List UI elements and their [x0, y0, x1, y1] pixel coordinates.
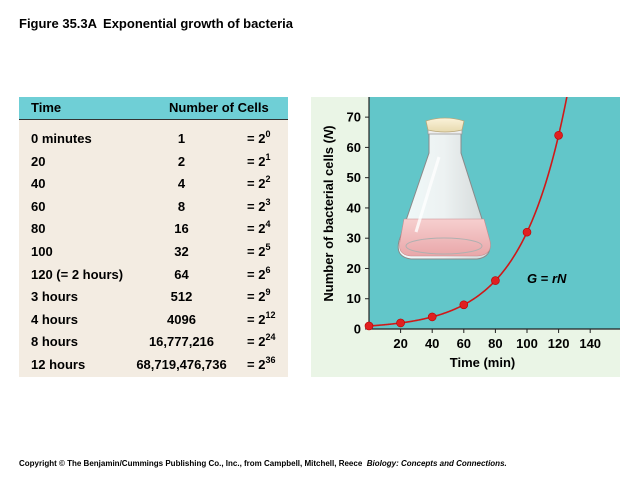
table-row: 20 2 = 21 — [19, 151, 288, 176]
data-point — [554, 130, 563, 140]
y-tick-label: 50 — [347, 170, 361, 185]
cell-count: 4 — [177, 176, 186, 192]
cell-count: 2 — [177, 153, 186, 169]
cell-time: 4 hours — [31, 311, 78, 327]
data-point — [396, 318, 405, 328]
table-row: 4 hours 4096 = 212 — [19, 309, 288, 334]
cell-power: = 25 — [247, 242, 271, 260]
cell-count: 512 — [170, 289, 193, 305]
y-tick-label: 70 — [347, 110, 361, 125]
table-row: 60 8 = 23 — [19, 196, 288, 221]
cell-count: 64 — [174, 266, 189, 282]
cell-power: = 20 — [247, 129, 271, 147]
table-header: Time Number of Cells — [19, 97, 288, 119]
cell-time: 8 hours — [31, 334, 78, 350]
table-row: 8 hours 16,777,216 = 224 — [19, 332, 288, 356]
figure-title: Figure 35.3A Exponential growth of bacter… — [19, 16, 293, 31]
cell-time: 40 — [31, 176, 46, 192]
plot-area — [369, 97, 620, 329]
table-row: 100 32 = 25 — [19, 242, 288, 266]
growth-equation: G = rN — [527, 271, 567, 286]
growth-table: Time Number of Cells 0 minutes 1 = 20 20 2 = … — [19, 97, 288, 377]
data-point — [364, 321, 374, 331]
cell-time: 120 (= 2 hours) — [31, 266, 124, 282]
table-row: 120 (= 2 hours) 64 = 26 — [19, 264, 288, 289]
data-point — [491, 276, 500, 285]
cell-time: 100 — [31, 244, 53, 259]
y-tick-label: 60 — [347, 140, 361, 155]
y-tick-label: 10 — [347, 291, 361, 306]
axes — [368, 97, 620, 330]
y-tick-label: 0 — [354, 322, 361, 337]
cell-count: 68,719,476,736 — [136, 357, 227, 372]
tick-labels: 0 10 20 30 40 50 60 70 20 40 60 80 100 120 140 — [347, 110, 602, 351]
cell-power: = 236 — [247, 355, 276, 373]
data-points — [364, 130, 563, 331]
table-row: 80 16 = 24 — [19, 219, 288, 243]
table-row: 3 hours 512 = 29 — [19, 287, 288, 311]
cell-count: 8 — [177, 198, 186, 214]
x-tick-label: 60 — [457, 336, 471, 351]
cell-power: = 23 — [247, 196, 271, 214]
x-tick-label: 20 — [393, 336, 407, 351]
cell-time: 80 — [31, 221, 46, 237]
cell-count: 16,777,216 — [148, 334, 215, 350]
cell-time: 20 — [31, 153, 46, 169]
cell-count: 4096 — [167, 311, 196, 327]
cell-count: 1 — [177, 131, 186, 146]
cell-power: = 22 — [247, 174, 271, 192]
x-tick-label: 80 — [488, 336, 502, 351]
x-axis-label: Time (min) — [450, 355, 516, 370]
x-tick-label: 100 — [516, 336, 538, 351]
cell-time: 3 hours — [31, 289, 78, 305]
table-row: 0 minutes 1 = 20 — [19, 129, 288, 153]
figure-number: Figure 35.3A — [19, 16, 98, 31]
copyright-note: Copyright © The Benjamin/Cummings Publis… — [19, 459, 507, 468]
header-time: Time — [31, 100, 62, 115]
chart-panel: 0 10 20 30 40 50 60 70 20 40 60 80 100 120 140 Time (m… — [311, 94, 620, 377]
x-tick-label: 120 — [548, 336, 570, 351]
table-row: 40 4 = 22 — [19, 174, 288, 198]
table-row: 12 hours 68,719,476,736 = 236 — [19, 355, 288, 379]
flask-icon — [397, 117, 491, 260]
data-point — [522, 227, 532, 237]
data-point — [427, 312, 437, 322]
cell-power: = 224 — [247, 332, 276, 350]
y-tick-label: 30 — [347, 231, 361, 246]
cell-power: = 24 — [247, 219, 271, 237]
y-tick-label: 20 — [347, 261, 361, 276]
x-tick-label: 140 — [579, 336, 601, 351]
cell-power: = 212 — [247, 309, 276, 327]
cell-count: 32 — [174, 244, 189, 259]
y-tick-label: 40 — [347, 200, 361, 215]
cell-power: = 29 — [247, 287, 271, 305]
cell-power: = 26 — [247, 264, 271, 282]
growth-chart: 0 10 20 30 40 50 60 70 20 40 60 80 100 120 140 Time (m… — [321, 94, 620, 370]
header-divider — [19, 119, 288, 120]
cell-power: = 21 — [247, 151, 271, 169]
cell-time: 12 hours — [31, 357, 86, 372]
x-tick-label: 40 — [425, 336, 439, 351]
cell-time: 0 minutes — [31, 131, 92, 146]
figure-caption: Exponential growth of bacteria — [103, 16, 293, 31]
header-cells: Number of Cells — [169, 100, 269, 115]
cell-time: 60 — [31, 198, 46, 214]
cell-count: 16 — [174, 221, 189, 237]
book-title: Biology: Concepts and Connections. — [366, 459, 507, 468]
y-axis-label: Number of bacterial cells (N) — [321, 125, 336, 301]
data-point — [459, 300, 469, 310]
